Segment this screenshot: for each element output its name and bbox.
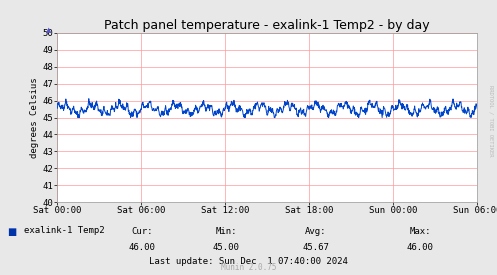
Text: 46.00: 46.00 bbox=[407, 243, 433, 252]
Text: Munin 2.0.75: Munin 2.0.75 bbox=[221, 263, 276, 272]
Text: exalink-1 Temp2: exalink-1 Temp2 bbox=[24, 226, 104, 235]
Y-axis label: degrees Celsius: degrees Celsius bbox=[30, 77, 39, 158]
Text: ▲: ▲ bbox=[46, 27, 51, 33]
Text: RRDTOOL / TOBI OETIKER: RRDTOOL / TOBI OETIKER bbox=[488, 85, 493, 157]
Text: 45.67: 45.67 bbox=[302, 243, 329, 252]
Text: Cur:: Cur: bbox=[131, 227, 153, 236]
Text: Max:: Max: bbox=[409, 227, 431, 236]
Text: ■: ■ bbox=[7, 227, 17, 237]
Text: Avg:: Avg: bbox=[305, 227, 327, 236]
Title: Patch panel temperature - exalink-1 Temp2 - by day: Patch panel temperature - exalink-1 Temp… bbox=[104, 19, 430, 32]
Text: Min:: Min: bbox=[215, 227, 237, 236]
Text: 45.00: 45.00 bbox=[213, 243, 240, 252]
Text: 46.00: 46.00 bbox=[128, 243, 155, 252]
Text: Last update: Sun Dec  1 07:40:00 2024: Last update: Sun Dec 1 07:40:00 2024 bbox=[149, 257, 348, 266]
